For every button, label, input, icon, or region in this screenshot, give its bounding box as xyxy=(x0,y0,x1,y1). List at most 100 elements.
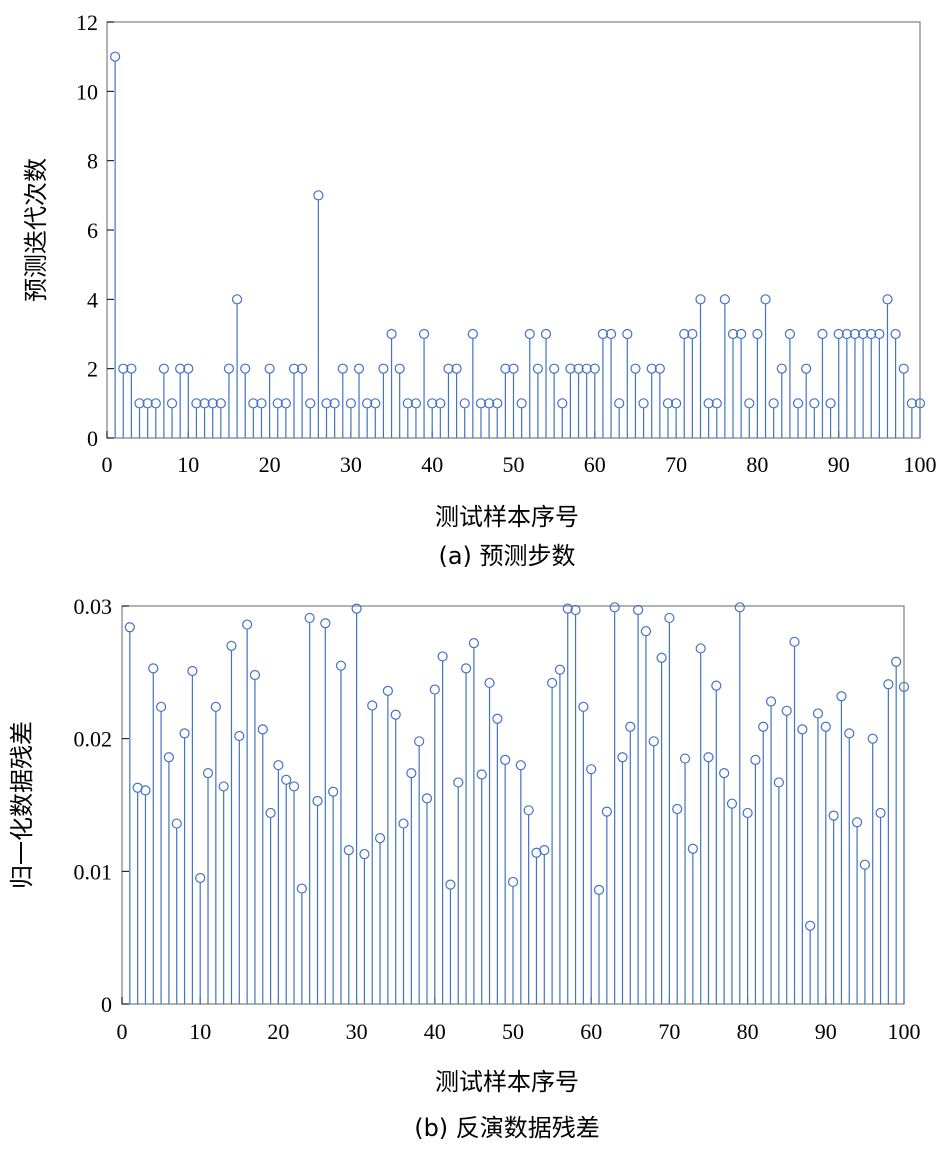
stem-marker xyxy=(329,398,340,409)
stem-marker xyxy=(849,328,861,340)
stem-marker xyxy=(345,398,356,409)
stem-marker xyxy=(640,626,652,637)
stem-marker xyxy=(191,398,202,409)
stem-marker xyxy=(844,728,855,739)
x-tick-label: 90 xyxy=(815,1019,837,1044)
stem-marker xyxy=(573,363,584,374)
stem-marker xyxy=(630,363,641,374)
stem-marker xyxy=(166,398,178,409)
x-tick-label: 10 xyxy=(189,1019,211,1044)
stem-marker xyxy=(429,684,440,695)
stem-marker xyxy=(638,398,649,409)
stem-marker xyxy=(656,652,667,663)
y-tick-label: 0 xyxy=(101,992,112,1017)
chart-b: 0 0.01 0.02 0.03 0 10 20 30 40 50 60 70 80 90 100 归一化… xyxy=(8,594,921,1142)
stem-marker xyxy=(817,328,828,340)
stem-marker xyxy=(378,363,389,374)
stem-marker xyxy=(406,768,417,779)
stem-marker xyxy=(234,730,245,742)
x-tick-label: 80 xyxy=(737,1019,759,1044)
stem-marker xyxy=(784,328,796,340)
stem-marker xyxy=(546,677,558,689)
stem-marker xyxy=(362,398,373,409)
stem-marker xyxy=(711,398,722,409)
stem-marker xyxy=(265,807,276,819)
x-tick-label: 0 xyxy=(102,452,113,477)
stem-marker xyxy=(727,328,739,340)
stem-marker xyxy=(110,51,121,62)
stem-marker xyxy=(140,785,151,796)
stem-marker xyxy=(321,398,332,409)
x-tick-label: 20 xyxy=(259,452,281,477)
stem-marker xyxy=(570,604,581,616)
stem-marker xyxy=(760,294,771,305)
stem-marker xyxy=(296,883,307,894)
y-tick-label: 10 xyxy=(76,79,98,104)
x-tick-label: 50 xyxy=(502,1019,524,1044)
stem-marker xyxy=(605,328,617,340)
stem-marker xyxy=(625,721,636,732)
chart-b-ylabel: 归一化数据残差 xyxy=(8,721,36,889)
stem-marker xyxy=(883,679,894,690)
x-tick-label: 0 xyxy=(117,1019,128,1044)
stem-marker xyxy=(736,328,747,340)
stem-marker xyxy=(654,363,665,374)
stem-marker xyxy=(859,859,871,870)
stem-marker xyxy=(516,398,527,409)
stem-marker xyxy=(451,363,462,374)
stem-marker xyxy=(874,328,885,340)
stem-marker xyxy=(711,680,722,691)
stem-marker xyxy=(410,398,422,409)
stem-marker xyxy=(313,190,324,201)
stem-marker xyxy=(351,603,362,614)
stem-marker xyxy=(812,708,824,719)
stem-marker xyxy=(914,398,926,409)
stem-marker xyxy=(249,669,261,681)
stem-marker xyxy=(672,803,683,815)
stem-marker xyxy=(124,622,135,633)
stem-marker xyxy=(557,398,568,409)
stem-marker xyxy=(304,612,315,624)
stem-marker xyxy=(867,733,878,744)
stem-marker xyxy=(614,398,625,409)
stem-marker xyxy=(394,363,405,374)
stem-marker xyxy=(890,328,901,340)
stem-marker xyxy=(562,603,573,614)
stem-marker xyxy=(695,643,706,654)
y-tick-label: 0.02 xyxy=(74,727,113,752)
stem-marker xyxy=(857,328,869,340)
stem-marker xyxy=(312,795,323,807)
x-tick-label: 90 xyxy=(828,452,850,477)
stem-marker xyxy=(773,777,784,788)
stem-marker xyxy=(719,294,730,305)
stem-marker xyxy=(828,810,839,821)
stem-marker xyxy=(539,845,550,856)
stem-marker xyxy=(898,363,909,374)
x-tick-label: 70 xyxy=(658,1019,680,1044)
x-tick-label: 20 xyxy=(267,1019,289,1044)
x-tick-label: 60 xyxy=(584,452,606,477)
stem-marker xyxy=(734,602,745,613)
stem-marker xyxy=(179,728,190,739)
stem-marker xyxy=(792,398,804,409)
chart-b-y-axis: 0 0.01 0.02 0.03 xyxy=(74,594,129,1017)
stem-marker xyxy=(646,363,657,374)
stem-marker xyxy=(679,328,690,340)
stem-marker xyxy=(891,656,902,667)
stem-marker xyxy=(662,398,674,409)
stem-marker xyxy=(549,363,560,374)
stem-marker xyxy=(609,602,620,613)
stem-marker xyxy=(851,817,863,828)
stem-marker xyxy=(248,398,259,409)
stem-marker xyxy=(231,294,243,305)
stem-marker xyxy=(171,818,182,829)
stem-marker xyxy=(218,781,229,792)
x-tick-label: 40 xyxy=(424,1019,446,1044)
stem-marker xyxy=(617,752,628,763)
stem-marker xyxy=(467,328,478,340)
stem-marker xyxy=(703,398,714,409)
stem-marker xyxy=(374,833,386,844)
x-tick-label: 100 xyxy=(888,1019,921,1044)
